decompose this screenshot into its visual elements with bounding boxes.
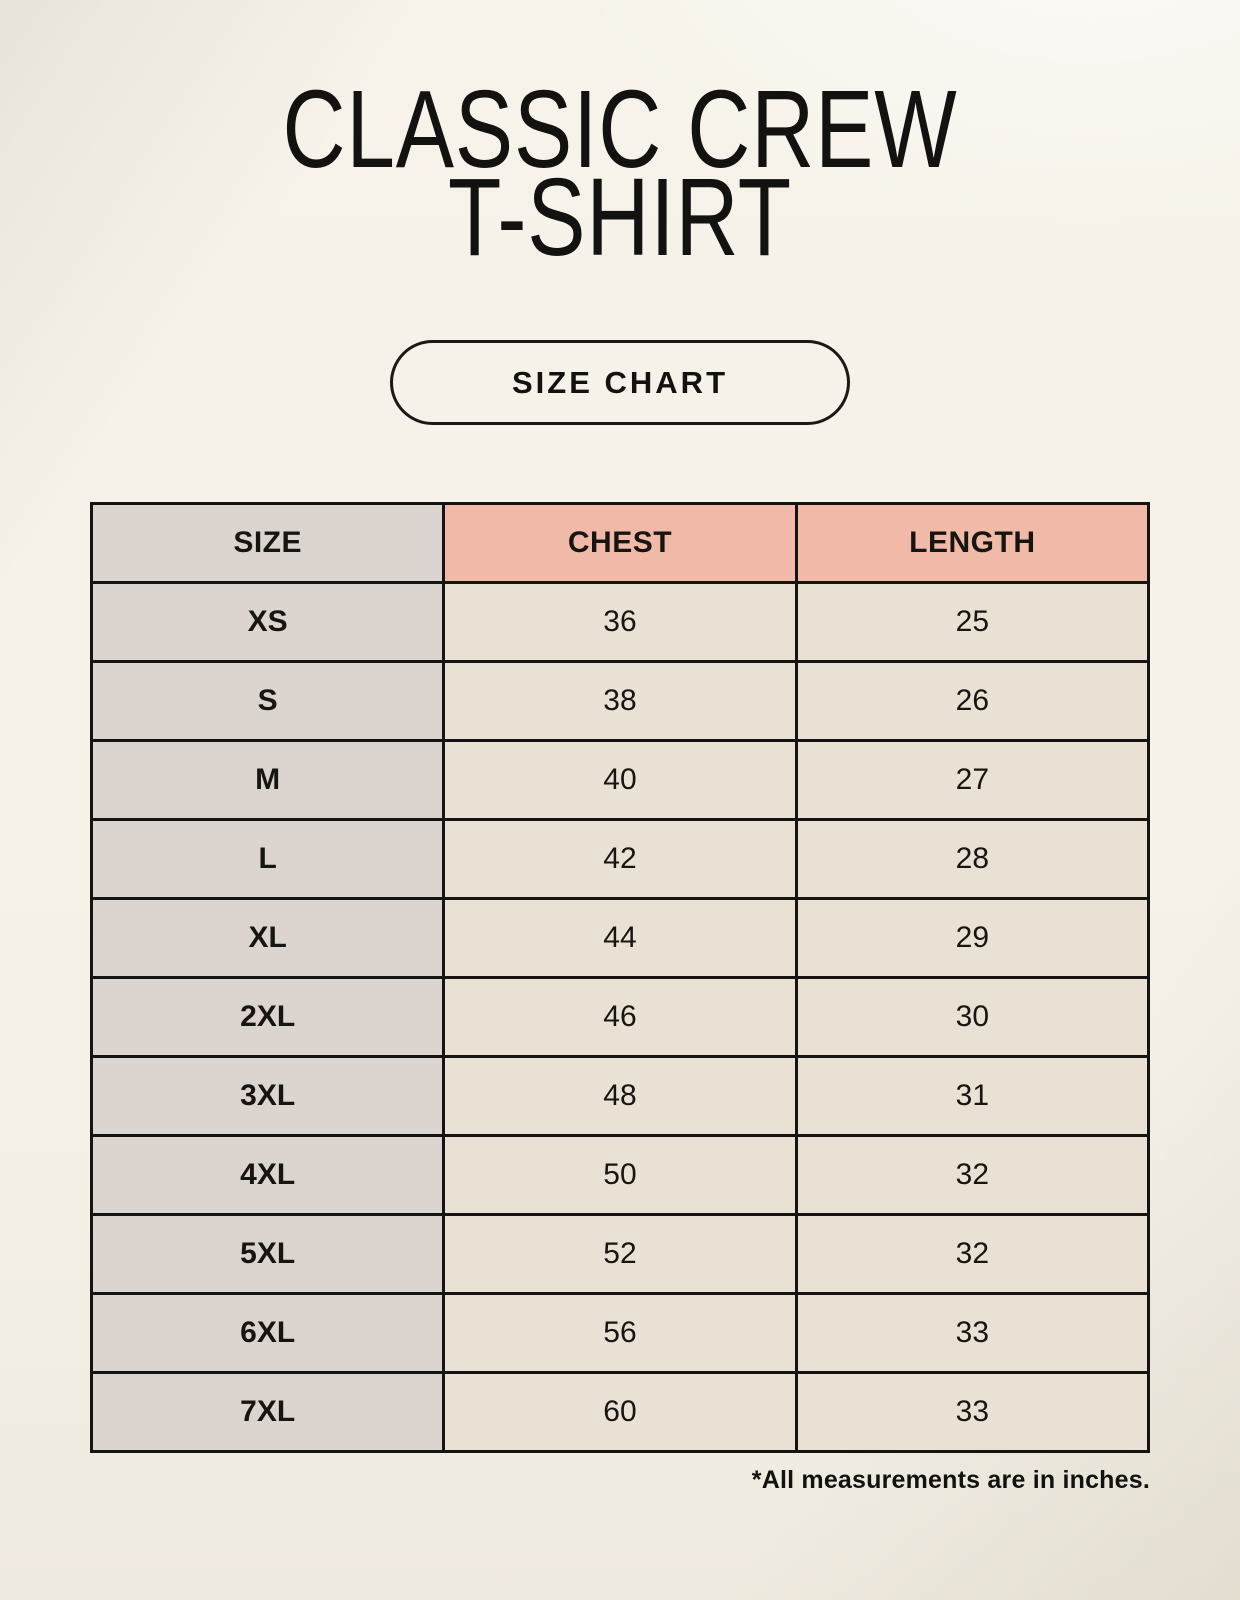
chest-cell: 40 xyxy=(442,739,798,821)
page-title-line2: T-SHIRT xyxy=(447,156,793,280)
table-row: S 38 26 xyxy=(89,660,1151,742)
size-cell: 7XL xyxy=(89,1371,446,1453)
size-chart-button[interactable]: SIZE CHART xyxy=(390,340,850,425)
chest-cell: 44 xyxy=(442,897,798,979)
length-cell: 30 xyxy=(794,976,1151,1058)
chest-cell: 36 xyxy=(442,581,798,663)
column-header-chest: CHEST xyxy=(442,502,798,584)
length-cell: 26 xyxy=(794,660,1151,742)
chest-cell: 42 xyxy=(442,818,798,900)
length-cell: 27 xyxy=(794,739,1151,821)
measurements-footnote: *All measurements are in inches. xyxy=(751,1466,1150,1494)
length-cell: 32 xyxy=(794,1134,1151,1216)
length-cell: 33 xyxy=(794,1292,1151,1374)
size-cell: XS xyxy=(89,581,446,663)
column-header-size: SIZE xyxy=(89,502,446,584)
size-cell: M xyxy=(89,739,446,821)
length-cell: 33 xyxy=(794,1371,1151,1453)
chest-cell: 52 xyxy=(442,1213,798,1295)
size-cell: 6XL xyxy=(89,1292,446,1374)
table-row: XL 44 29 xyxy=(89,897,1151,979)
table-row: XS 36 25 xyxy=(89,581,1151,663)
chest-cell: 46 xyxy=(442,976,798,1058)
length-cell: 32 xyxy=(794,1213,1151,1295)
column-header-length: LENGTH xyxy=(794,502,1151,584)
chest-cell: 60 xyxy=(442,1371,798,1453)
table-row: L 42 28 xyxy=(89,818,1151,900)
chest-cell: 56 xyxy=(442,1292,798,1374)
size-cell: S xyxy=(89,660,446,742)
size-cell: XL xyxy=(89,897,446,979)
page-title-line1: CLASSIC CREW xyxy=(282,68,958,192)
length-cell: 25 xyxy=(794,581,1151,663)
size-cell: L xyxy=(89,818,446,900)
length-cell: 29 xyxy=(794,897,1151,979)
table-row: 2XL 46 30 xyxy=(89,976,1151,1058)
table-header-row: SIZE CHEST LENGTH xyxy=(89,502,1151,584)
size-chart-table: SIZE CHEST LENGTH XS 36 25 S 38 26 M xyxy=(89,502,1151,1453)
size-cell: 4XL xyxy=(89,1134,446,1216)
table-row: 4XL 50 32 xyxy=(89,1134,1151,1216)
chest-cell: 38 xyxy=(442,660,798,742)
size-chart-table-container: SIZE CHEST LENGTH XS 36 25 S 38 26 M xyxy=(89,502,1151,1453)
table-row: 6XL 56 33 xyxy=(89,1292,1151,1374)
table-row: M 40 27 xyxy=(89,739,1151,821)
table-row: 5XL 52 32 xyxy=(89,1213,1151,1295)
table-row: 3XL 48 31 xyxy=(89,1055,1151,1137)
table-row: 7XL 60 33 xyxy=(89,1371,1151,1453)
size-cell: 2XL xyxy=(89,976,446,1058)
size-chart-page: CLASSIC CREW T-SHIRT SIZE CHART SIZE CHE… xyxy=(0,68,1240,1494)
chest-cell: 50 xyxy=(442,1134,798,1216)
length-cell: 28 xyxy=(794,818,1151,900)
length-cell: 31 xyxy=(794,1055,1151,1137)
chest-cell: 48 xyxy=(442,1055,798,1137)
size-cell: 5XL xyxy=(89,1213,446,1295)
size-cell: 3XL xyxy=(89,1055,446,1137)
page-title: CLASSIC CREW T-SHIRT xyxy=(0,68,1240,280)
